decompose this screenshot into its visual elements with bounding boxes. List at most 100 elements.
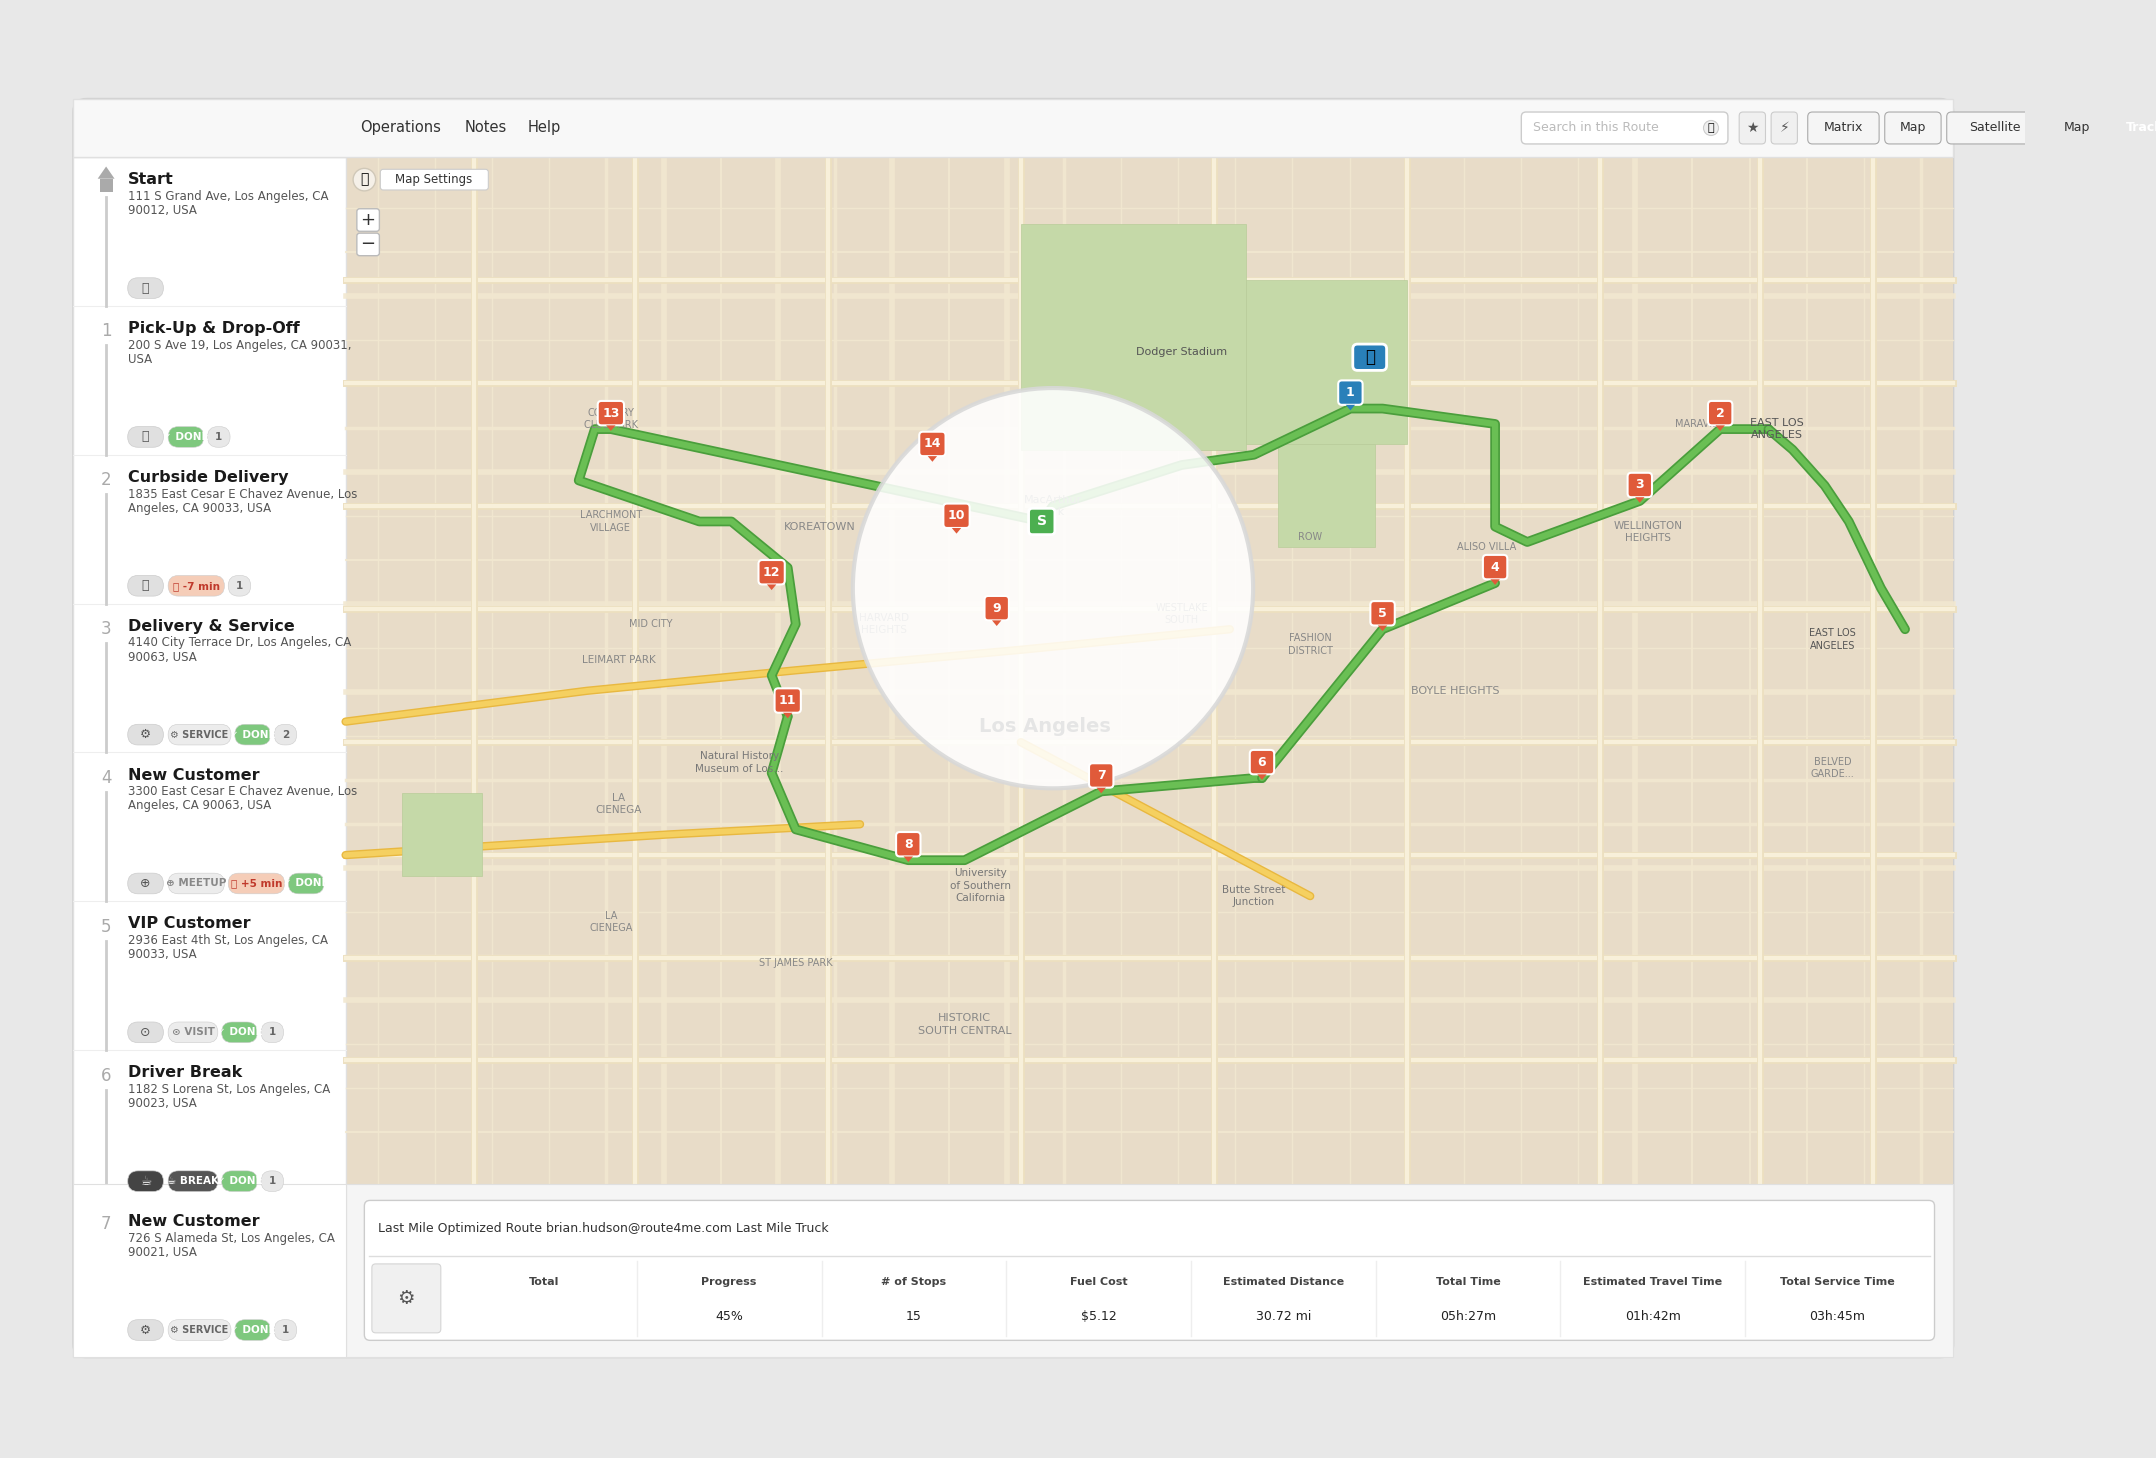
FancyBboxPatch shape bbox=[127, 873, 164, 894]
Bar bbox=[73, 1184, 345, 1357]
FancyBboxPatch shape bbox=[127, 1171, 164, 1191]
Text: Progress: Progress bbox=[701, 1277, 757, 1286]
Text: LARCHMONT
VILLAGE: LARCHMONT VILLAGE bbox=[580, 510, 642, 532]
FancyBboxPatch shape bbox=[127, 1022, 164, 1042]
Text: 6: 6 bbox=[101, 1066, 112, 1085]
Text: ✓ DONE: ✓ DONE bbox=[231, 729, 276, 739]
Text: ✓ DONE: ✓ DONE bbox=[231, 1325, 276, 1336]
FancyBboxPatch shape bbox=[1352, 344, 1386, 370]
FancyBboxPatch shape bbox=[897, 833, 921, 856]
Bar bbox=[1279, 445, 1376, 547]
Text: 4: 4 bbox=[101, 768, 112, 787]
Text: 🚛: 🚛 bbox=[1365, 348, 1376, 366]
Polygon shape bbox=[1378, 625, 1386, 631]
Bar bbox=[73, 157, 345, 1357]
FancyBboxPatch shape bbox=[1770, 112, 1798, 144]
Text: Dodger Stadium: Dodger Stadium bbox=[1136, 347, 1227, 357]
Text: 🚚: 🚚 bbox=[142, 430, 149, 443]
Text: WESTLAKE
SOUTH: WESTLAKE SOUTH bbox=[1156, 602, 1207, 625]
FancyBboxPatch shape bbox=[1708, 401, 1733, 426]
FancyBboxPatch shape bbox=[235, 725, 270, 745]
Text: +: + bbox=[360, 211, 375, 229]
Text: S: S bbox=[1037, 515, 1046, 528]
Text: EAST LOS
ANGELES: EAST LOS ANGELES bbox=[1809, 628, 1856, 650]
Text: LA
CIENEGA: LA CIENEGA bbox=[595, 793, 642, 815]
Text: 1835 East Cesar E Chavez Avenue, Los: 1835 East Cesar E Chavez Avenue, Los bbox=[127, 487, 358, 500]
Text: KOREATOWN: KOREATOWN bbox=[785, 522, 856, 532]
Text: Driver Break: Driver Break bbox=[127, 1066, 241, 1080]
FancyBboxPatch shape bbox=[168, 576, 224, 596]
FancyBboxPatch shape bbox=[2048, 112, 2106, 144]
Text: ⚙ SERVICE: ⚙ SERVICE bbox=[170, 1325, 229, 1336]
Bar bbox=[99, 179, 112, 192]
Text: Fuel Cost: Fuel Cost bbox=[1069, 1277, 1128, 1286]
Text: ⚙: ⚙ bbox=[140, 728, 151, 741]
FancyBboxPatch shape bbox=[759, 560, 785, 585]
FancyBboxPatch shape bbox=[1089, 763, 1112, 787]
Text: ★: ★ bbox=[1746, 121, 1759, 136]
FancyBboxPatch shape bbox=[274, 1319, 298, 1340]
Polygon shape bbox=[927, 456, 938, 462]
Text: 05h:27m: 05h:27m bbox=[1440, 1311, 1496, 1324]
FancyBboxPatch shape bbox=[274, 725, 298, 745]
Text: Total: Total bbox=[528, 1277, 561, 1286]
Text: ☕: ☕ bbox=[140, 1175, 151, 1188]
Text: MacArthur
Park: MacArthur Park bbox=[1024, 494, 1082, 518]
Text: 4140 City Terrace Dr, Los Angeles, CA: 4140 City Terrace Dr, Los Angeles, CA bbox=[127, 637, 351, 649]
Text: 7: 7 bbox=[101, 1216, 112, 1233]
Polygon shape bbox=[951, 528, 962, 534]
Text: HARVARD
HEIGHTS: HARVARD HEIGHTS bbox=[858, 612, 910, 636]
Text: 2: 2 bbox=[1716, 407, 1725, 420]
Text: Los Angeles: Los Angeles bbox=[979, 717, 1110, 736]
FancyBboxPatch shape bbox=[207, 427, 231, 448]
Text: MARAVIL: MARAVIL bbox=[1675, 418, 1718, 429]
Text: 5: 5 bbox=[1378, 607, 1386, 620]
Polygon shape bbox=[606, 426, 617, 432]
FancyBboxPatch shape bbox=[229, 576, 250, 596]
Text: ⚙: ⚙ bbox=[140, 1324, 151, 1337]
Text: ⊙: ⊙ bbox=[140, 1026, 151, 1040]
Bar bbox=[345, 1184, 1953, 1357]
Text: New Customer: New Customer bbox=[127, 1215, 259, 1229]
FancyBboxPatch shape bbox=[127, 427, 164, 448]
FancyBboxPatch shape bbox=[774, 688, 800, 713]
Text: 45%: 45% bbox=[716, 1311, 744, 1324]
Text: 90063, USA: 90063, USA bbox=[127, 650, 196, 663]
FancyBboxPatch shape bbox=[358, 233, 379, 255]
Text: HISTORIC
SOUTH CENTRAL: HISTORIC SOUTH CENTRAL bbox=[918, 1013, 1011, 1035]
FancyBboxPatch shape bbox=[127, 278, 164, 299]
FancyBboxPatch shape bbox=[168, 873, 224, 894]
FancyBboxPatch shape bbox=[127, 576, 164, 596]
Text: 3: 3 bbox=[101, 620, 112, 639]
Text: Map: Map bbox=[2063, 121, 2091, 134]
Text: 13: 13 bbox=[602, 407, 619, 420]
FancyBboxPatch shape bbox=[1947, 112, 2044, 144]
Text: 👤: 👤 bbox=[360, 172, 369, 187]
FancyBboxPatch shape bbox=[168, 1171, 218, 1191]
FancyBboxPatch shape bbox=[1740, 112, 1766, 144]
FancyBboxPatch shape bbox=[168, 1022, 218, 1042]
Text: Total Time: Total Time bbox=[1436, 1277, 1501, 1286]
Text: 9: 9 bbox=[992, 602, 1000, 615]
Text: LA
CIENEGA: LA CIENEGA bbox=[589, 911, 632, 933]
FancyBboxPatch shape bbox=[379, 169, 487, 190]
Text: University
of Southern
California: University of Southern California bbox=[951, 869, 1011, 904]
Bar bbox=[401, 793, 483, 876]
Bar bbox=[73, 99, 1953, 157]
Text: Start: Start bbox=[127, 172, 172, 187]
Text: 1: 1 bbox=[216, 432, 222, 442]
FancyBboxPatch shape bbox=[918, 432, 946, 456]
Text: −: − bbox=[360, 235, 375, 254]
Polygon shape bbox=[992, 620, 1000, 625]
Text: 🚚: 🚚 bbox=[142, 579, 149, 592]
Text: Operations: Operations bbox=[360, 121, 440, 136]
Text: 🔍: 🔍 bbox=[1708, 122, 1714, 133]
FancyBboxPatch shape bbox=[127, 1319, 164, 1340]
Text: 1: 1 bbox=[101, 322, 112, 340]
Text: ⊕ MEETUP: ⊕ MEETUP bbox=[166, 879, 226, 888]
FancyBboxPatch shape bbox=[358, 208, 379, 232]
Text: 1: 1 bbox=[270, 1177, 276, 1187]
Text: Map Settings: Map Settings bbox=[395, 174, 472, 187]
Polygon shape bbox=[1097, 787, 1106, 793]
Text: WELLINGTON
HEIGHTS: WELLINGTON HEIGHTS bbox=[1613, 521, 1682, 542]
